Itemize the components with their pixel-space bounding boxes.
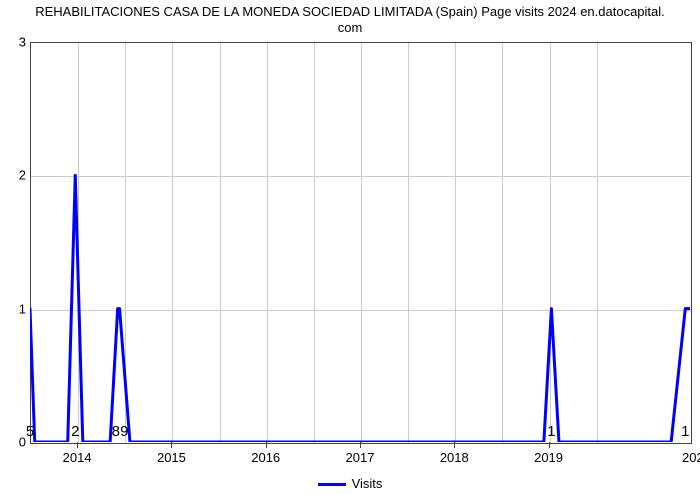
data-point-label: 9	[120, 423, 128, 440]
x-tick	[360, 442, 361, 448]
x-tick	[77, 442, 78, 448]
y-tick-label: 0	[6, 435, 26, 450]
grid-line-vertical	[220, 43, 221, 443]
data-point-label: 5	[26, 423, 34, 440]
grid-line-horizontal	[31, 310, 691, 311]
x-tick-label: 2014	[63, 450, 92, 465]
plot-area	[30, 42, 692, 444]
grid-line-vertical	[550, 43, 551, 443]
x-tick-label: 2018	[440, 450, 469, 465]
grid-line-vertical	[125, 43, 126, 443]
chart-root: REHABILITACIONES CASA DE LA MONEDA SOCIE…	[0, 0, 700, 500]
x-tick	[266, 442, 267, 448]
x-tick-label-edge: 202	[682, 450, 700, 465]
grid-line-horizontal	[31, 176, 691, 177]
data-point-label: 8	[112, 423, 120, 440]
grid-line-vertical	[455, 43, 456, 443]
x-tick-label: 2015	[157, 450, 186, 465]
x-tick	[454, 442, 455, 448]
x-tick	[549, 442, 550, 448]
grid-line-vertical	[597, 43, 598, 443]
data-point-label: 2	[71, 423, 79, 440]
legend-swatch	[318, 483, 346, 486]
y-tick-label: 3	[6, 35, 26, 50]
x-tick-label: 2016	[251, 450, 280, 465]
legend: Visits	[0, 476, 700, 491]
x-tick	[171, 442, 172, 448]
data-point-label: 1	[681, 423, 689, 440]
legend-label: Visits	[352, 476, 383, 491]
y-tick-label: 1	[6, 301, 26, 316]
chart-title-line1: REHABILITACIONES CASA DE LA MONEDA SOCIE…	[35, 4, 665, 19]
grid-line-vertical	[502, 43, 503, 443]
grid-line-vertical	[267, 43, 268, 443]
chart-title: REHABILITACIONES CASA DE LA MONEDA SOCIE…	[0, 4, 700, 37]
y-tick-label: 2	[6, 168, 26, 183]
grid-line-vertical	[361, 43, 362, 443]
data-point-label: 1	[547, 423, 555, 440]
grid-line-vertical	[408, 43, 409, 443]
chart-title-line2: com	[338, 20, 363, 35]
grid-line-vertical	[172, 43, 173, 443]
x-tick-label: 2019	[534, 450, 563, 465]
grid-line-vertical	[314, 43, 315, 443]
grid-line-vertical	[78, 43, 79, 443]
x-tick-label: 2017	[346, 450, 375, 465]
